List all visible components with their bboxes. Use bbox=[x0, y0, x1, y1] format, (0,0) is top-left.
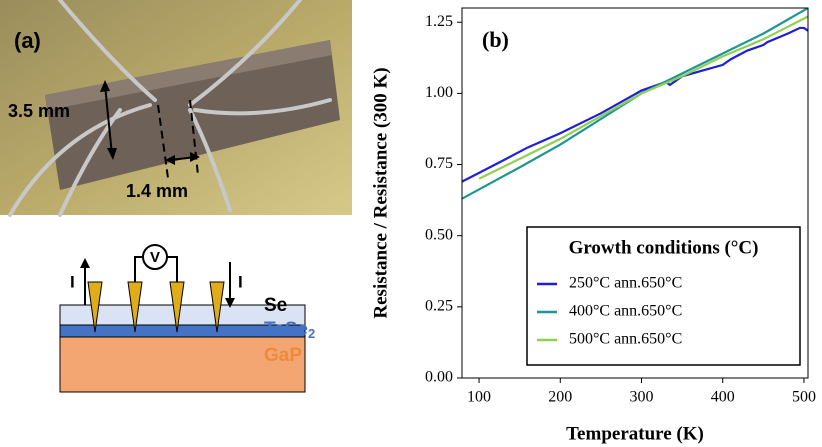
dimension-label: 1.4 mm bbox=[126, 181, 188, 201]
layer-label: GaP bbox=[264, 345, 302, 366]
layer-label-text: TaSe bbox=[264, 319, 308, 340]
y-tick-label: 0.00 bbox=[425, 369, 453, 386]
y-tick-label: 0.50 bbox=[425, 226, 453, 243]
series-line bbox=[462, 8, 808, 200]
x-tick-label: 300 bbox=[629, 389, 653, 406]
series-line bbox=[478, 15, 808, 180]
x-tick-label: 100 bbox=[467, 389, 491, 406]
series-line bbox=[462, 26, 808, 183]
voltmeter-label: V bbox=[150, 249, 160, 266]
schematic bbox=[59, 244, 306, 393]
current-label: I bbox=[238, 272, 243, 291]
y-axis-label: Resistance / Resistance (300 K) bbox=[370, 67, 391, 318]
x-axis-label: Temperature (K) bbox=[566, 423, 704, 444]
panel-label: (b) bbox=[482, 27, 509, 52]
x-tick-label: 500 bbox=[792, 389, 816, 406]
y-tick-label: 1.25 bbox=[425, 13, 453, 30]
photo bbox=[0, 0, 352, 217]
chart: 0.00 0.25 0.50 0.75 1.00 1.25 100 200 300 400 500 G… bbox=[425, 7, 816, 406]
plot-area bbox=[462, 8, 808, 200]
x-tick-label: 200 bbox=[548, 389, 572, 406]
legend-label: 500°C ann.650°C bbox=[569, 331, 682, 348]
layer-label: Se bbox=[264, 295, 287, 316]
legend-label: 400°C ann.650°C bbox=[569, 303, 682, 320]
panel-label: (a) bbox=[14, 28, 41, 53]
y-tick-label: 0.75 bbox=[425, 155, 453, 172]
y-tick-label: 0.25 bbox=[425, 298, 453, 315]
legend-box bbox=[526, 226, 801, 366]
x-tick-label: 400 bbox=[711, 389, 735, 406]
dimension-label: 3.5 mm bbox=[8, 101, 70, 121]
layer-label: TaSe2 bbox=[264, 319, 315, 341]
legend-title: Growth conditions (°C) bbox=[569, 237, 759, 258]
layer-label-subscript: 2 bbox=[308, 326, 315, 341]
axes-frame bbox=[461, 7, 809, 379]
legend-label: 250°C ann.650°C bbox=[569, 275, 682, 292]
current-label: I bbox=[70, 272, 75, 291]
y-tick-label: 1.00 bbox=[425, 84, 453, 101]
